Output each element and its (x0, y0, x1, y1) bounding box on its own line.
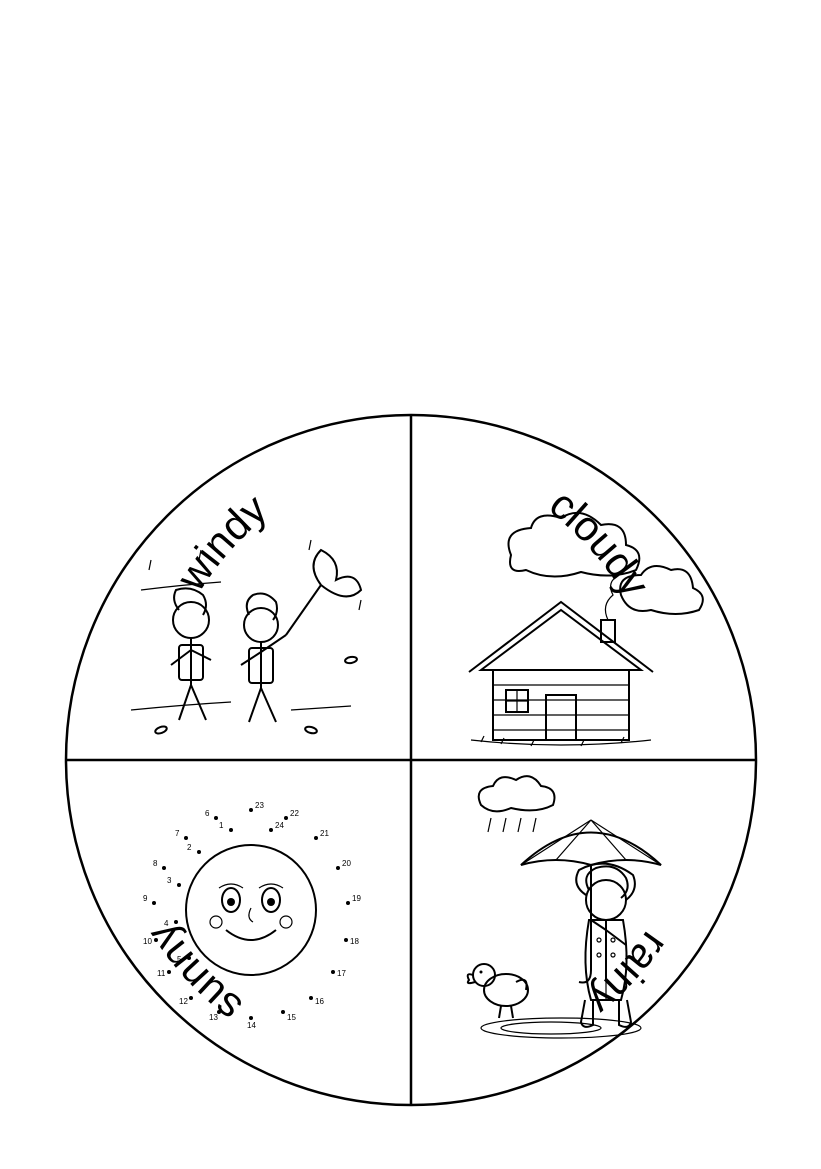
svg-text:22: 22 (290, 809, 299, 818)
svg-text:5: 5 (177, 955, 182, 964)
svg-text:14: 14 (247, 1021, 256, 1030)
svg-text:12: 12 (179, 997, 188, 1006)
svg-text:10: 10 (143, 937, 152, 946)
svg-text:19: 19 (352, 894, 361, 903)
svg-text:8: 8 (153, 859, 158, 868)
svg-text:9: 9 (143, 894, 148, 903)
svg-text:20: 20 (342, 859, 351, 868)
svg-text:6: 6 (205, 809, 210, 818)
svg-text:24: 24 (275, 821, 284, 830)
svg-text:16: 16 (315, 997, 324, 1006)
svg-text:4: 4 (164, 919, 169, 928)
svg-text:13: 13 (209, 1013, 218, 1022)
svg-text:11: 11 (157, 969, 166, 978)
svg-text:2: 2 (187, 843, 192, 852)
svg-text:23: 23 (255, 801, 264, 810)
svg-text:3: 3 (167, 876, 172, 885)
svg-text:7: 7 (175, 829, 180, 838)
weather-wheel: ESLprintables.com windy cloudy sunny rai… (61, 410, 761, 1110)
svg-text:1: 1 (219, 821, 224, 830)
svg-text:15: 15 (287, 1013, 296, 1022)
svg-text:17: 17 (337, 969, 346, 978)
svg-text:18: 18 (350, 937, 359, 946)
svg-text:21: 21 (320, 829, 329, 838)
wheel-svg: windy cloudy sunny rainy (61, 410, 761, 1110)
